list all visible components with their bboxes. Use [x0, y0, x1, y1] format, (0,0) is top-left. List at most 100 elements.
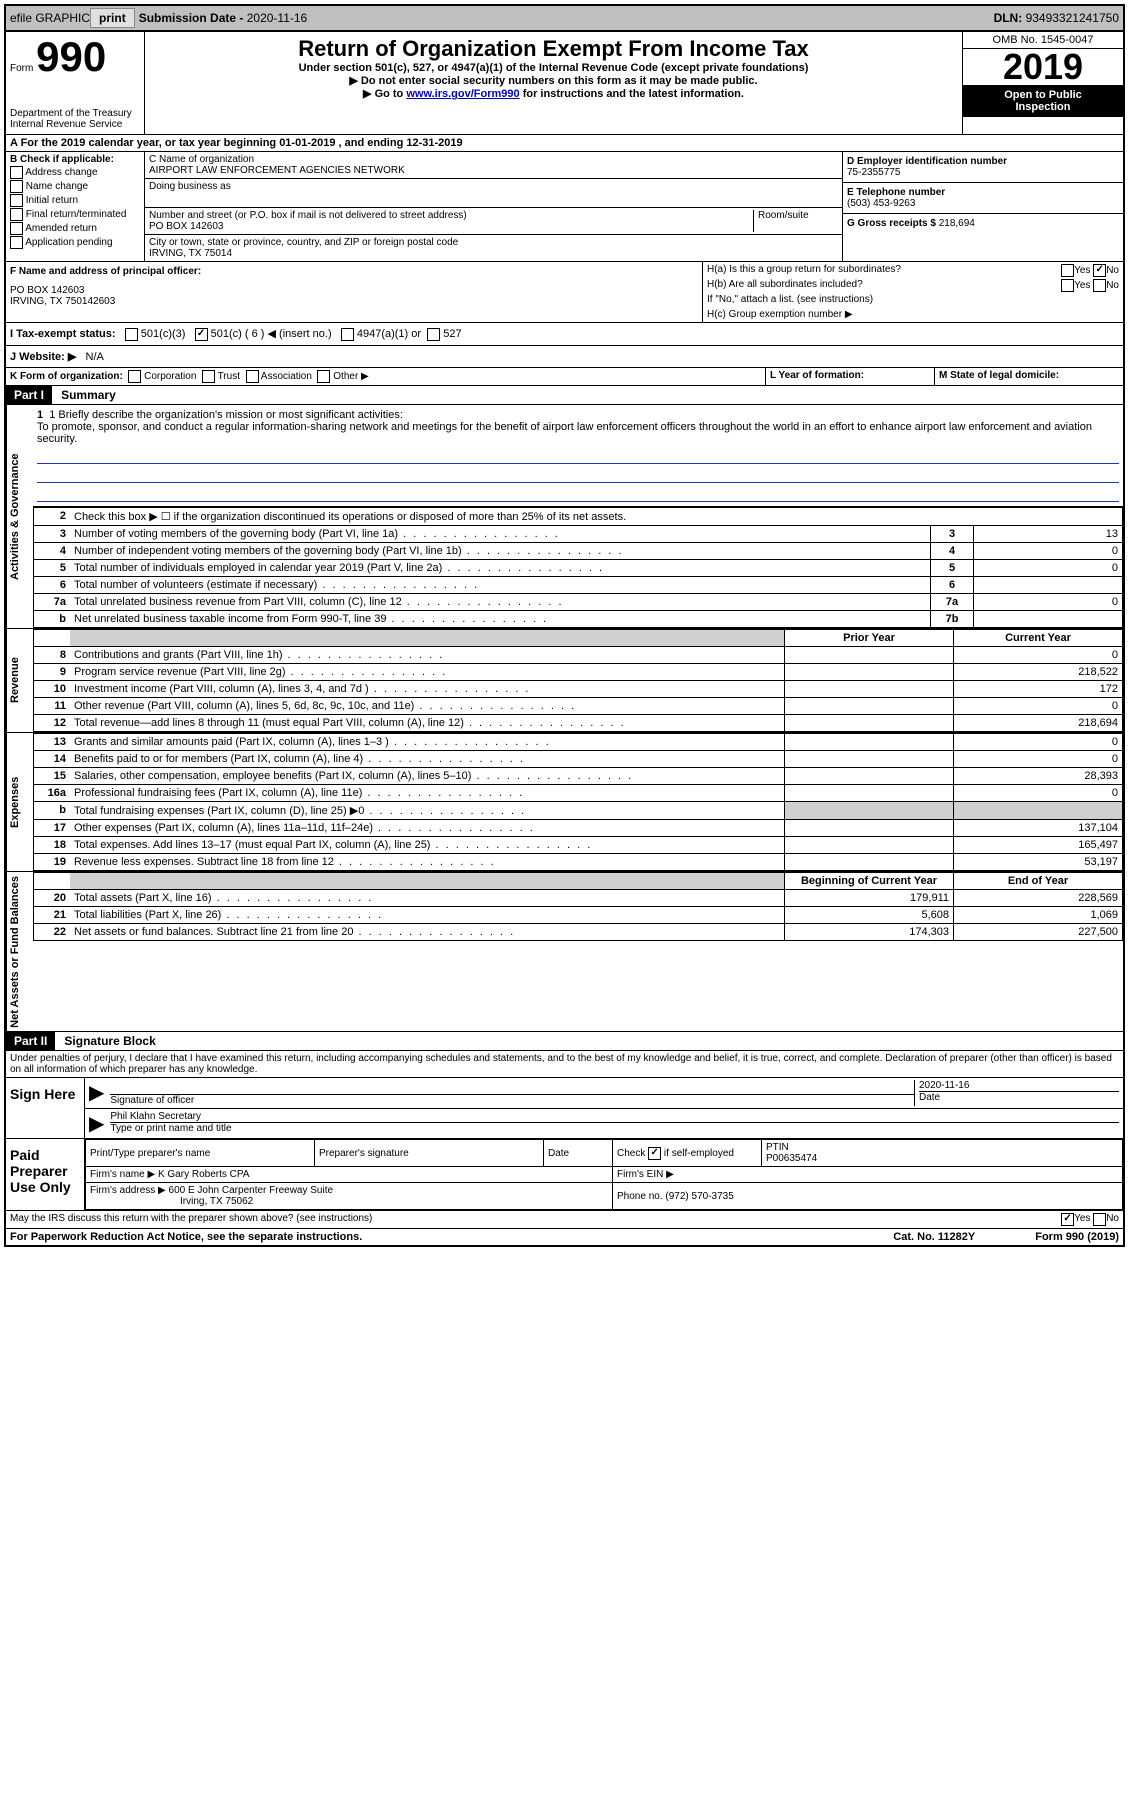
- subtitle-3: ▶ Go to www.irs.gov/Form990 for instruct…: [153, 87, 954, 100]
- ha-no[interactable]: [1093, 264, 1106, 277]
- rev-section: Revenue Prior YearCurrent Year8Contribut…: [6, 629, 1123, 733]
- chk-initial[interactable]: [10, 194, 23, 207]
- firm-ein-label: Firm's EIN ▶: [613, 1167, 1123, 1183]
- table-row: 4Number of independent voting members of…: [34, 542, 1123, 559]
- box-d: D Employer identification number 75-2355…: [843, 152, 1123, 183]
- table-row: 15Salaries, other compensation, employee…: [34, 767, 1123, 784]
- chk-501c3[interactable]: [125, 328, 138, 341]
- firm-name-cell: Firm's name ▶ K Gary Roberts CPA: [86, 1167, 613, 1183]
- table-row: 6Total number of volunteers (estimate if…: [34, 576, 1123, 593]
- box-i: I Tax-exempt status: 501(c)(3) 501(c) ( …: [6, 323, 1123, 346]
- part2-header-row: Part II Signature Block: [6, 1032, 1123, 1051]
- print-button[interactable]: print: [90, 8, 135, 28]
- table-row: 10Investment income (Part VIII, column (…: [34, 680, 1123, 697]
- discuss-yes[interactable]: [1061, 1213, 1074, 1226]
- ptin-value: P00635474: [766, 1153, 1118, 1164]
- form-ref: Form 990 (2019): [1035, 1231, 1119, 1243]
- form-container: efile GRAPHIC print Submission Date - 20…: [4, 4, 1125, 1247]
- public-inspection: Open to Public Inspection: [963, 85, 1123, 117]
- box-j: J Website: ▶ N/A: [6, 346, 1123, 368]
- chk-corp[interactable]: [128, 370, 141, 383]
- box-e: E Telephone number (503) 453-9263: [843, 183, 1123, 214]
- prep-name-label: Print/Type preparer's name: [86, 1140, 315, 1167]
- sign-here-label: Sign Here: [6, 1078, 85, 1138]
- box-b: B Check if applicable: Address change Na…: [6, 152, 145, 261]
- firm-addr2: Irving, TX 75062: [90, 1196, 608, 1207]
- ha-yes[interactable]: [1061, 264, 1074, 277]
- room-label: Room/suite: [753, 210, 838, 232]
- chk-527[interactable]: [427, 328, 440, 341]
- tax-year: 2019: [963, 49, 1123, 85]
- table-row: 9Program service revenue (Part VIII, lin…: [34, 663, 1123, 680]
- chk-501c[interactable]: [195, 328, 208, 341]
- ein-value: 75-2355775: [847, 167, 1119, 178]
- paperwork-notice: For Paperwork Reduction Act Notice, see …: [10, 1231, 362, 1243]
- discuss-no[interactable]: [1093, 1213, 1106, 1226]
- perjury-text: Under penalties of perjury, I declare th…: [6, 1051, 1123, 1078]
- table-row: 13Grants and similar amounts paid (Part …: [34, 733, 1123, 750]
- mission-box: 1 1 Briefly describe the organization's …: [33, 405, 1123, 507]
- ptin-cell: PTIN P00635474: [762, 1140, 1123, 1167]
- footer-row: For Paperwork Reduction Act Notice, see …: [6, 1229, 1123, 1245]
- org-name: AIRPORT LAW ENFORCEMENT AGENCIES NETWORK: [149, 165, 838, 176]
- form-prefix: Form: [10, 63, 33, 74]
- city-label: City or town, state or province, country…: [149, 237, 838, 248]
- table-row: 5Total number of individuals employed in…: [34, 559, 1123, 576]
- box-c: C Name of organization AIRPORT LAW ENFOR…: [145, 152, 842, 261]
- table-row: 17Other expenses (Part IX, column (A), l…: [34, 819, 1123, 836]
- firm-addr-cell: Firm's address ▶ 600 E John Carpenter Fr…: [86, 1183, 613, 1210]
- firm-phone-cell: Phone no. (972) 570-3735: [613, 1183, 1123, 1210]
- dln: DLN: 93493321241750: [994, 11, 1119, 25]
- chk-final[interactable]: [10, 208, 23, 221]
- chk-amended[interactable]: [10, 222, 23, 235]
- chk-self-emp[interactable]: [648, 1147, 661, 1160]
- title-cell: Return of Organization Exempt From Incom…: [145, 32, 962, 134]
- hc-label: H(c) Group exemption number ▶: [703, 307, 1123, 322]
- table-row: 14Benefits paid to or for members (Part …: [34, 750, 1123, 767]
- part2-header: Part II: [6, 1032, 55, 1050]
- subtitle-2: ▶ Do not enter social security numbers o…: [153, 74, 954, 87]
- chk-trust[interactable]: [202, 370, 215, 383]
- irs-link[interactable]: www.irs.gov/Form990: [406, 88, 519, 100]
- exp-table: 13Grants and similar amounts paid (Part …: [33, 733, 1123, 871]
- chk-4947[interactable]: [341, 328, 354, 341]
- sig-date: 2020-11-16: [919, 1080, 1119, 1091]
- table-row: 19Revenue less expenses. Subtract line 1…: [34, 853, 1123, 870]
- chk-pending[interactable]: [10, 236, 23, 249]
- chk-assoc[interactable]: [246, 370, 259, 383]
- klm-row: K Form of organization: Corporation Trus…: [6, 368, 1123, 386]
- discuss-row: May the IRS discuss this return with the…: [6, 1211, 1123, 1229]
- part2-title: Signature Block: [58, 1034, 155, 1048]
- table-row: 16aProfessional fundraising fees (Part I…: [34, 784, 1123, 801]
- sig-officer-label: Signature of officer: [110, 1095, 914, 1106]
- gross-receipts: 218,694: [939, 218, 975, 229]
- hb-no[interactable]: [1093, 279, 1106, 292]
- box-f: F Name and address of principal officer:…: [6, 262, 703, 322]
- dba-label: Doing business as: [149, 181, 838, 192]
- preparer-block: Paid Preparer Use Only Print/Type prepar…: [6, 1139, 1123, 1211]
- preparer-label: Paid Preparer Use Only: [6, 1139, 85, 1210]
- submission-label: Submission Date - 2020-11-16: [139, 11, 308, 25]
- top-bar: efile GRAPHIC print Submission Date - 20…: [6, 6, 1123, 32]
- nafb-section: Net Assets or Fund Balances Beginning of…: [6, 872, 1123, 1033]
- form-number: 990: [36, 33, 106, 80]
- table-row: 20Total assets (Part X, line 16)179,9112…: [34, 889, 1123, 906]
- table-row: 2Check this box ▶ ☐ if the organization …: [34, 507, 1123, 525]
- table-row: 3Number of voting members of the governi…: [34, 525, 1123, 542]
- ag-section: Activities & Governance 1 1 Briefly desc…: [6, 405, 1123, 629]
- mission-text: To promote, sponsor, and conduct a regul…: [37, 421, 1119, 445]
- box-h: H(a) Is this a group return for subordin…: [703, 262, 1123, 322]
- prep-date-label: Date: [544, 1140, 613, 1167]
- table-row: 11Other revenue (Part VIII, column (A), …: [34, 697, 1123, 714]
- firm-name: K Gary Roberts CPA: [158, 1169, 250, 1180]
- main-title: Return of Organization Exempt From Incom…: [153, 36, 954, 62]
- chk-other[interactable]: [317, 370, 330, 383]
- table-row: 7aTotal unrelated business revenue from …: [34, 593, 1123, 610]
- chk-address[interactable]: [10, 166, 23, 179]
- hb-yes[interactable]: [1061, 279, 1074, 292]
- org-name-label: C Name of organization: [149, 154, 838, 165]
- chk-name[interactable]: [10, 180, 23, 193]
- dept-irs: Internal Revenue Service: [10, 119, 140, 130]
- dept-treasury: Department of the Treasury: [10, 108, 140, 119]
- firm-addr1: 600 E John Carpenter Freeway Suite: [169, 1185, 334, 1196]
